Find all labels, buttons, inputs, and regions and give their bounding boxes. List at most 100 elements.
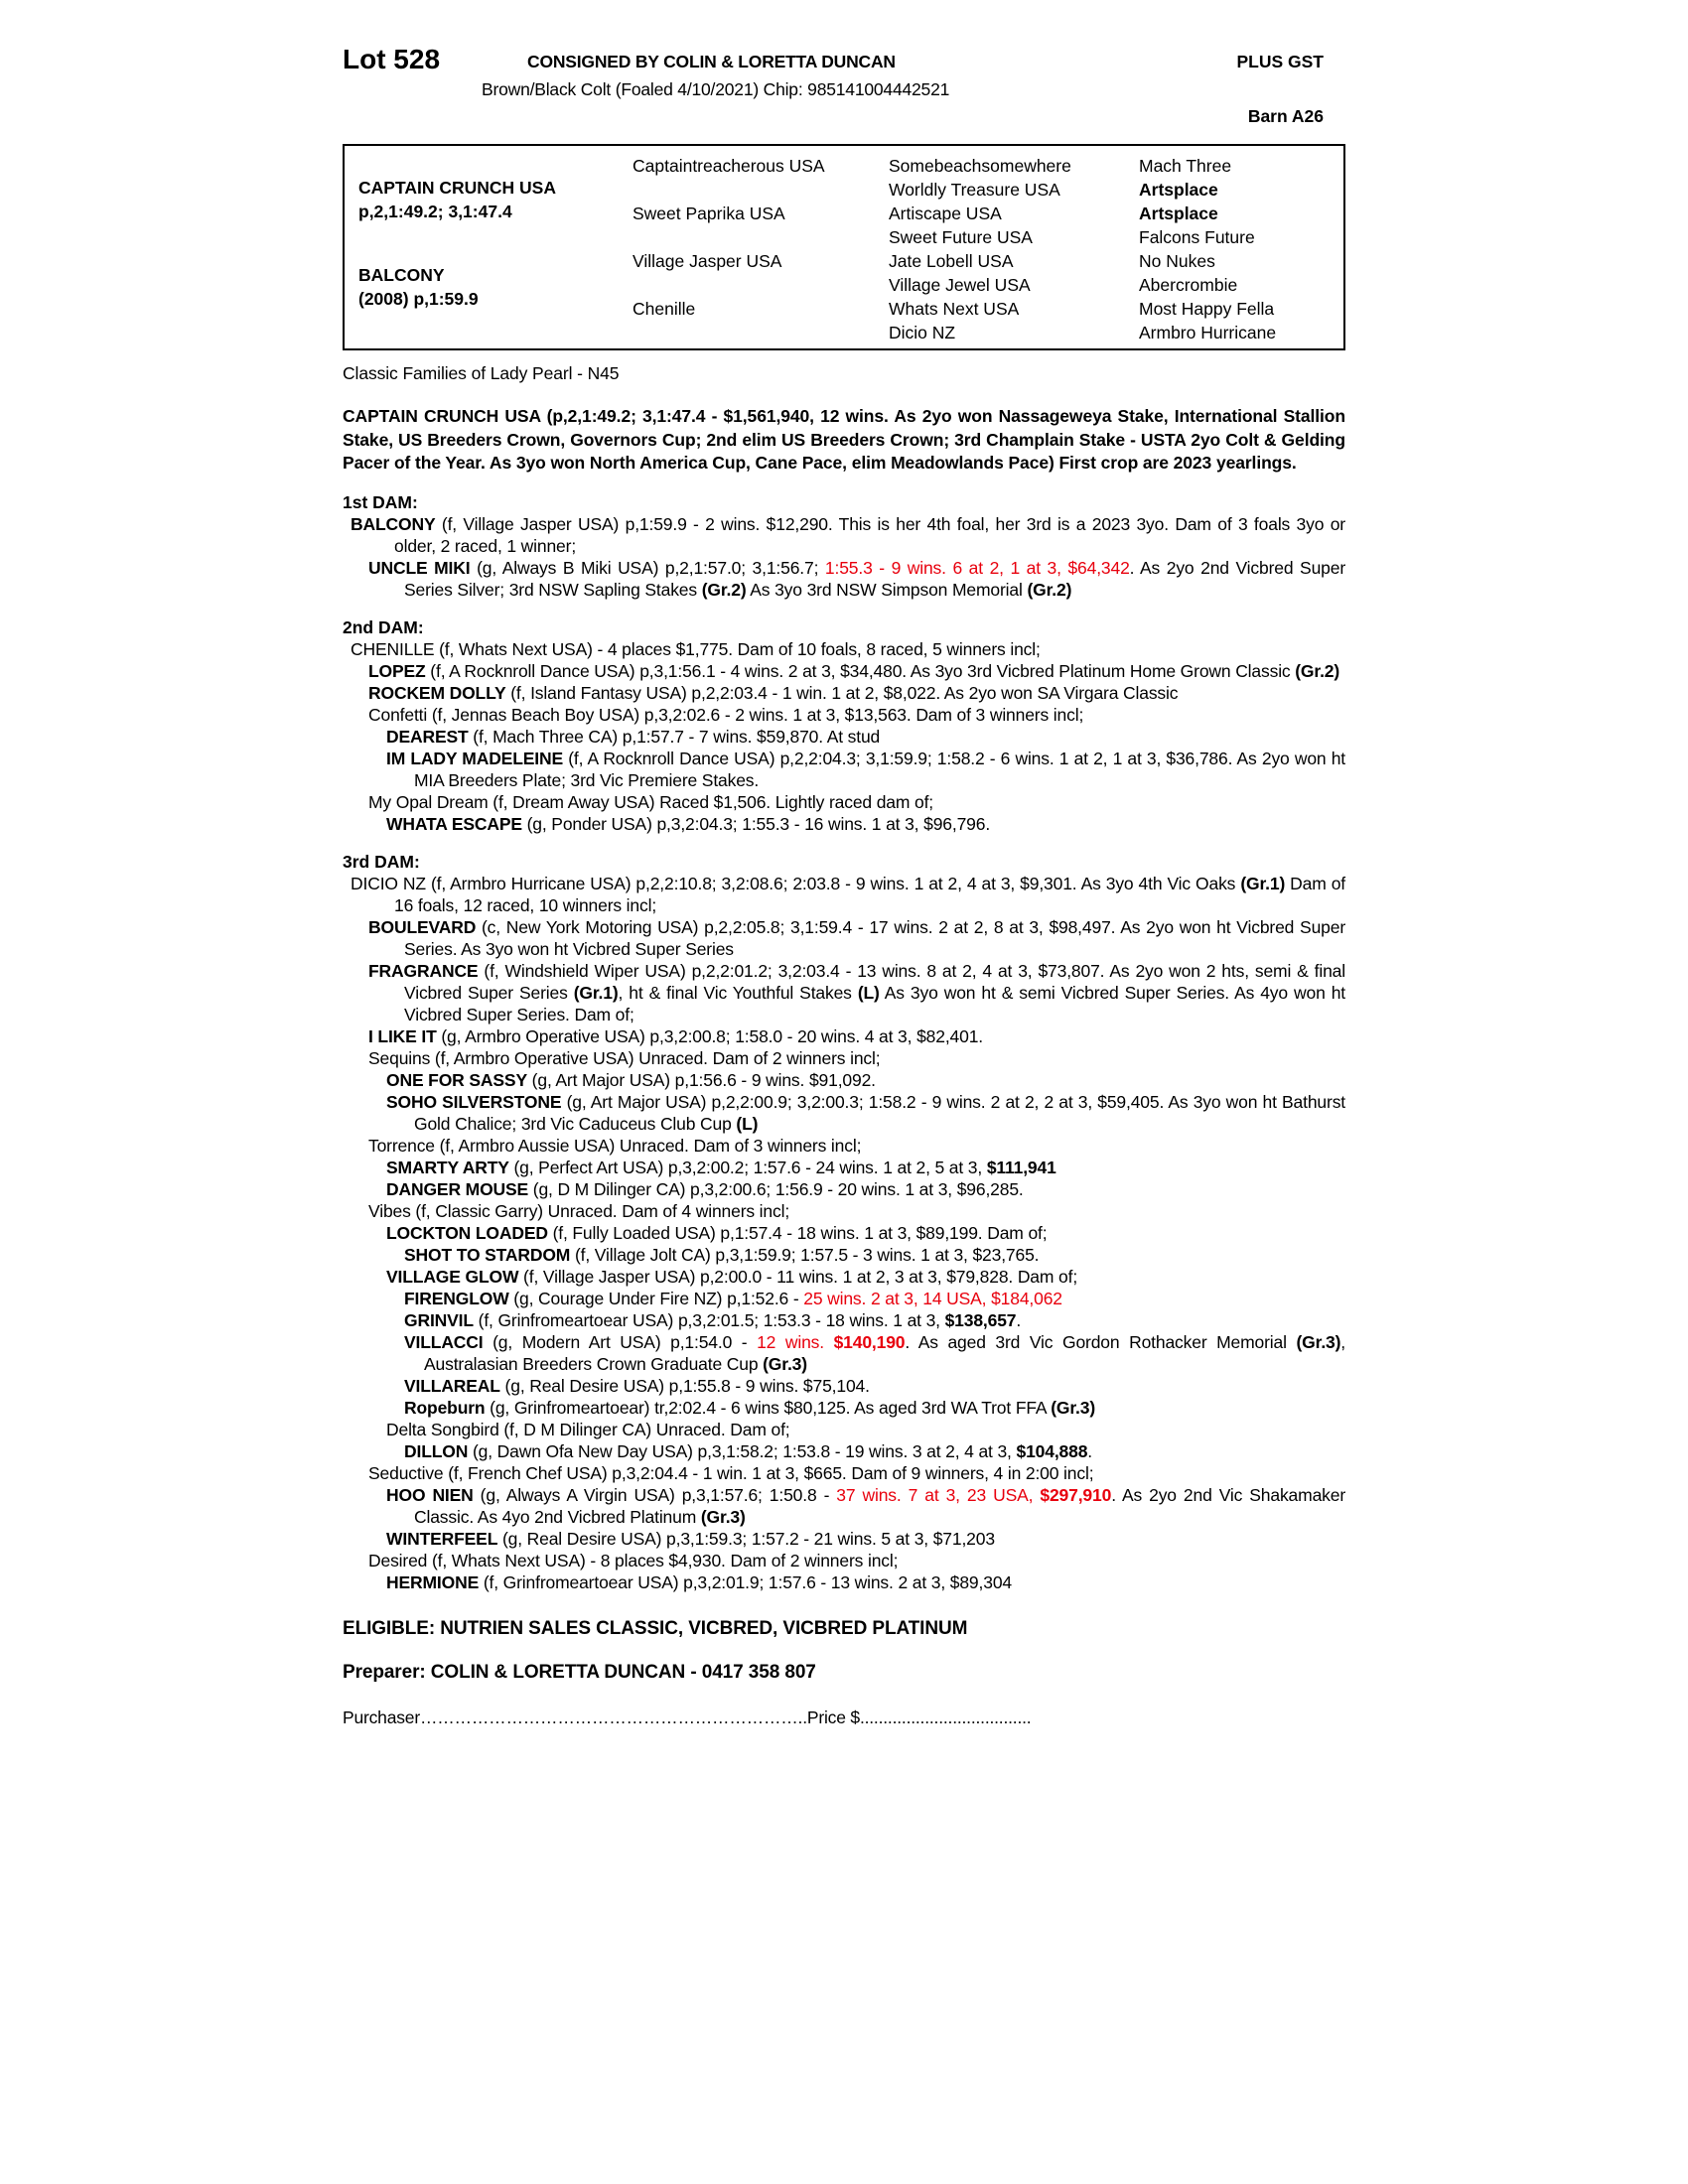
entry-text: Confetti (f, Jennas Beach Boy USA) p,3,2…: [368, 704, 1084, 725]
entry-text: LOPEZ: [368, 660, 426, 681]
pedigree-gen3-2: Artiscape USA: [889, 204, 1002, 223]
entry-text: BOULEVARD: [368, 916, 477, 937]
pedigree-entry: CHENILLE (f, Whats Next USA) - 4 places …: [343, 638, 1345, 660]
entry-text: (f, Village Jasper USA) p,1:59.9 - 2 win…: [394, 513, 1345, 556]
pedigree-entry: VILLACCI (g, Modern Art USA) p,1:54.0 - …: [343, 1331, 1345, 1375]
horse-description: Brown/Black Colt (Foaled 4/10/2021) Chip…: [482, 79, 950, 99]
entry-text: 1:55.3 - 9 wins. 6 at 2, 1 at 3, $64,342: [824, 557, 1130, 578]
entry-text: (f, A Rocknroll Dance USA) p,2,2:04.3; 3…: [414, 748, 1345, 790]
pedigree-entry: FRAGRANCE (f, Windshield Wiper USA) p,2,…: [343, 960, 1345, 1025]
entry-text: DEAREST: [386, 726, 469, 747]
entry-text: CHENILLE (f, Whats Next USA) - 4 places …: [351, 638, 1041, 659]
entry-text: (f, Grinfromeartoear USA) p,3,2:01.5; 1:…: [473, 1309, 945, 1330]
lot-number: Lot 528: [343, 44, 441, 74]
entry-text: (f, Mach Three CA) p,1:57.7 - 7 wins. $5…: [468, 726, 881, 747]
family-line: Classic Families of Lady Pearl - N45: [343, 363, 620, 383]
pedigree-gen3-5: Village Jewel USA: [889, 275, 1031, 295]
entry-text: (g, Courage Under Fire NZ) p,1:52.6 -: [508, 1288, 804, 1308]
entry-text: SMARTY ARTY: [386, 1157, 509, 1177]
pedigree-gen4-3: Falcons Future: [1139, 227, 1255, 247]
entry-text: VILLAGE GLOW: [386, 1266, 519, 1287]
pedigree-entry: BOULEVARD (c, New York Motoring USA) p,2…: [343, 916, 1345, 960]
pedigree-gen4-4: No Nukes: [1139, 251, 1215, 271]
pedigree-entry: WHATA ESCAPE (g, Ponder USA) p,3,2:04.3;…: [343, 813, 1345, 835]
entry-text: (g, Dawn Ofa New Day USA) p,3,1:58.2; 1:…: [468, 1440, 1017, 1461]
entry-text: (g, Perfect Art USA) p,3,2:00.2; 1:57.6 …: [508, 1157, 987, 1177]
entry-text: (g, Ponder USA) p,3,2:04.3; 1:55.3 - 16 …: [521, 813, 991, 834]
entry-text: (Gr.3): [763, 1353, 807, 1374]
pedigree-gen3-7: Dicio NZ: [889, 323, 956, 342]
pedigree-gen3-0: Somebeachsomewhere: [889, 156, 1071, 176]
pedigree-entry: I LIKE IT (g, Armbro Operative USA) p,3,…: [343, 1025, 1345, 1047]
entry-text: (g, D M Dilinger CA) p,3,2:00.6; 1:56.9 …: [528, 1178, 1024, 1199]
pedigree-gen2-1: Sweet Paprika USA: [633, 204, 785, 223]
entry-text: As 3yo 3rd NSW Simpson Memorial: [746, 579, 1028, 600]
entry-text: (g, Real Desire USA) p,1:55.8 - 9 wins. …: [499, 1375, 870, 1396]
entry-text: DANGER MOUSE: [386, 1178, 529, 1199]
entry-text: FIRENGLOW: [404, 1288, 509, 1308]
eligible-line: ELIGIBLE: NUTRIEN SALES CLASSIC, VICBRED…: [343, 1617, 968, 1639]
dam-heading: 1st DAM:: [343, 491, 418, 512]
entry-text: $111,941: [986, 1157, 1056, 1177]
pedigree-entry: Torrence (f, Armbro Aussie USA) Unraced.…: [343, 1135, 1345, 1157]
pedigree-sire-times: p,2,1:49.2; 3,1:47.4: [358, 202, 512, 221]
pedigree-gen4-6: Most Happy Fella: [1139, 299, 1275, 319]
entry-text: Seductive (f, French Chef USA) p,3,2:04.…: [368, 1462, 1094, 1483]
pedigree-gen2-3: Chenille: [633, 299, 696, 319]
entry-text: ONE FOR SASSY: [386, 1069, 527, 1090]
entry-text: 12 wins.: [757, 1331, 834, 1352]
entry-text: DICIO NZ (f, Armbro Hurricane USA) p,2,2…: [351, 873, 1241, 893]
entry-text: As 3yo won ht & semi Vicbred Super Serie…: [404, 982, 1345, 1024]
pedigree-gen4-0: Mach Three: [1139, 156, 1232, 176]
plus-gst-label: PLUS GST: [1236, 52, 1324, 71]
entry-text: Delta Songbird (f, D M Dilinger CA) Unra…: [386, 1419, 790, 1439]
entry-text: (g, Grinfromeartoear) tr,2:02.4 - 6 wins…: [485, 1397, 1052, 1418]
entry-text: HOO NIEN: [386, 1484, 474, 1505]
entry-text: (Gr.3): [700, 1506, 746, 1527]
pedigree-entry: IM LADY MADELEINE (f, A Rocknroll Dance …: [343, 748, 1345, 791]
pedigree-gen4-5: Abercrombie: [1139, 275, 1238, 295]
entry-text: (Gr.1): [573, 982, 619, 1003]
entry-text: (g, Always A Virgin USA) p,3,1:57.6; 1:5…: [473, 1484, 837, 1505]
pedigree-entry: DICIO NZ (f, Armbro Hurricane USA) p,2,2…: [343, 873, 1345, 916]
entry-text: (g, Modern Art USA) p,1:54.0 -: [483, 1331, 758, 1352]
dam-sections: 1st DAM: BALCONY (f, Village Jasper USA) …: [343, 491, 1345, 1593]
pedigree-gen3-1: Worldly Treasure USA: [889, 180, 1060, 200]
entry-text: . As 2yo 2nd Vicbred Super Series Silver…: [404, 557, 1345, 600]
entry-text: VILLAREAL: [404, 1375, 500, 1396]
entry-text: SHOT TO STARDOM: [404, 1244, 571, 1265]
pedigree-entry: Ropeburn (g, Grinfromeartoear) tr,2:02.4…: [343, 1397, 1345, 1419]
pedigree-entry: DEAREST (f, Mach Three CA) p,1:57.7 - 7 …: [343, 726, 1345, 748]
entry-text: (L): [736, 1113, 759, 1134]
entry-text: ROCKEM DOLLY: [368, 682, 506, 703]
entry-text: . As 2yo 2nd Vic Shakamaker Classic. As …: [414, 1484, 1346, 1527]
pedigree-entry: HERMIONE (f, Grinfromeartoear USA) p,3,2…: [343, 1571, 1345, 1593]
sire-paragraph: CAPTAIN CRUNCH USA (p,2,1:49.2; 3,1:47.4…: [343, 406, 1345, 473]
pedigree-entry: BALCONY (f, Village Jasper USA) p,1:59.9…: [343, 513, 1345, 557]
pedigree-entry: DILLON (g, Dawn Ofa New Day USA) p,3,1:5…: [343, 1440, 1345, 1462]
pedigree-gen4-7: Armbro Hurricane: [1139, 323, 1277, 342]
entry-text: HERMIONE: [386, 1571, 480, 1592]
entry-text: VILLACCI: [404, 1331, 484, 1352]
entry-text: (Gr.2): [1027, 579, 1072, 600]
entry-text: , Australasian Breeders Crown Graduate C…: [424, 1331, 1346, 1374]
entry-text: 25 wins. 2 at 3, 14 USA, $184,062: [803, 1288, 1062, 1308]
entry-text: (g, Art Major USA) p,1:56.6 - 9 wins. $9…: [526, 1069, 876, 1090]
entry-text: WHATA ESCAPE: [386, 813, 522, 834]
entry-text: .: [1016, 1309, 1022, 1330]
entry-text: .: [1087, 1440, 1092, 1461]
preparer-line: Preparer: COLIN & LORETTA DUNCAN - 0417 …: [343, 1661, 816, 1683]
dam-heading: 2nd DAM:: [343, 616, 424, 637]
entry-text: I LIKE IT: [368, 1025, 437, 1046]
pedigree-entry: HOO NIEN (g, Always A Virgin USA) p,3,1:…: [343, 1484, 1345, 1528]
entry-text: (g, Real Desire USA) p,3,1:59.3; 1:57.2 …: [497, 1528, 995, 1549]
pedigree-dam-times: (2008) p,1:59.9: [358, 289, 479, 309]
entry-text: $138,657: [944, 1309, 1017, 1330]
pedigree-entry: Delta Songbird (f, D M Dilinger CA) Unra…: [343, 1419, 1345, 1440]
entry-text: BALCONY: [351, 513, 436, 534]
entry-text: (f, Windshield Wiper USA) p,2,2:01.2; 3,…: [404, 960, 1345, 1003]
entry-text: UNCLE MIKI: [368, 557, 471, 578]
purchaser-line: Purchaser…………………………………………………………..Price $…: [343, 1706, 1032, 1727]
pedigree-sire-name: CAPTAIN CRUNCH USA: [358, 178, 556, 198]
